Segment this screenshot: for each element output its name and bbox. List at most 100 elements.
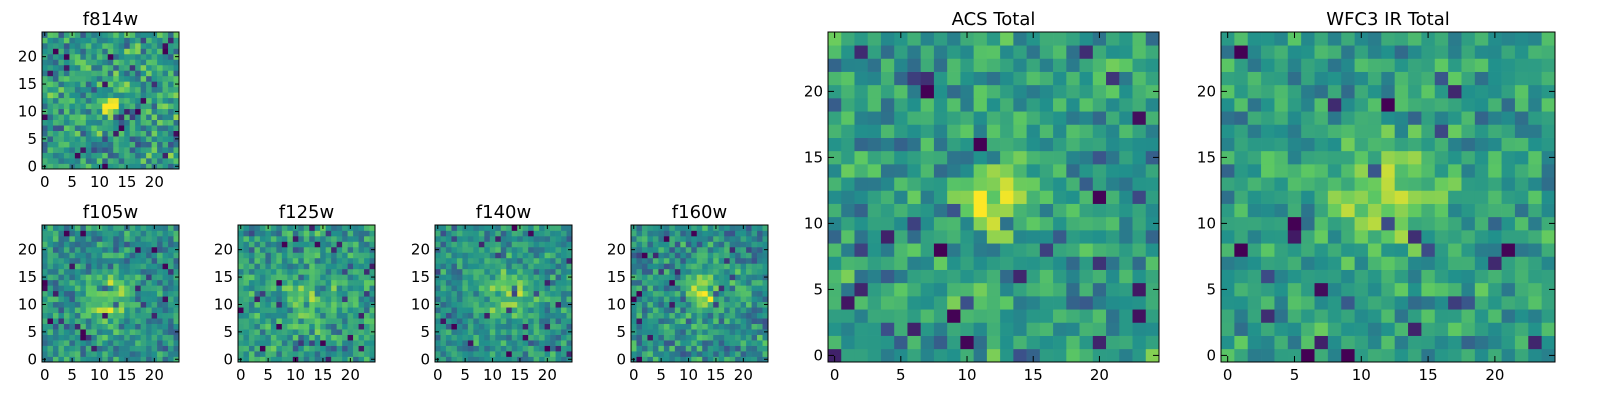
- heatmap-cell: [920, 230, 935, 244]
- heatmap-cell: [281, 268, 288, 275]
- heatmap-cell: [1341, 230, 1355, 244]
- heatmap-cell: [118, 307, 125, 314]
- heatmap-cell: [1026, 296, 1041, 310]
- heatmap-cell: [867, 58, 882, 72]
- heatmap-cell: [933, 190, 948, 204]
- heatmap-cell: [107, 48, 114, 55]
- heatmap-cell: [124, 125, 131, 131]
- heatmap-cell: [1541, 71, 1556, 86]
- heatmap-cell: [533, 257, 540, 264]
- heatmap-cell: [1434, 348, 1449, 363]
- heatmap-cell: [1000, 32, 1014, 46]
- heatmap-cell: [636, 279, 643, 286]
- heatmap-cell: [173, 318, 180, 324]
- heatmap-cell: [713, 318, 720, 324]
- heatmap-cell: [685, 307, 692, 314]
- heatmap-cell: [702, 225, 709, 231]
- heatmap-cell: [42, 334, 48, 341]
- heatmap-cell: [69, 42, 76, 49]
- heatmap-cell: [63, 70, 70, 77]
- x-axis: 0 5 10 15 20: [629, 225, 753, 384]
- heatmap-cell: [484, 356, 491, 363]
- heatmap-cell: [636, 235, 643, 242]
- heatmap-cell: [42, 37, 48, 44]
- heatmap-cell: [484, 329, 491, 335]
- heatmap-cell: [1119, 335, 1133, 350]
- plot-frame: [237, 224, 376, 363]
- heatmap-cell: [1274, 309, 1289, 323]
- heatmap-cell: [544, 279, 551, 286]
- heatmap-cell: [162, 334, 169, 341]
- heatmap-cell: [751, 290, 758, 297]
- heatmap-cell: [907, 124, 922, 138]
- heatmap-cell: [647, 345, 654, 352]
- heatmap-cell: [1314, 309, 1329, 323]
- heatmap-cell: [663, 252, 670, 259]
- heatmap-cell: [696, 296, 703, 303]
- heatmap-cell: [52, 351, 59, 357]
- heatmap-cell: [489, 329, 496, 335]
- heatmap-cell: [440, 351, 447, 357]
- heatmap-cell: [555, 345, 562, 352]
- heatmap-cell: [162, 70, 169, 77]
- heatmap-cell: [276, 329, 283, 335]
- heatmap-cell: [907, 177, 922, 191]
- heatmap-cell: [702, 345, 709, 352]
- heatmap-cell: [281, 246, 288, 253]
- heatmap-cell: [1234, 282, 1249, 297]
- heatmap-cell: [47, 312, 54, 319]
- heatmap-cell: [1367, 269, 1382, 284]
- heatmap-cell: [347, 285, 354, 292]
- heatmap-cell: [907, 269, 922, 284]
- heatmap-cell: [287, 340, 294, 346]
- heatmap-cell: [1381, 150, 1396, 165]
- heatmap-cell: [173, 225, 180, 231]
- heatmap-cell: [473, 225, 480, 231]
- heatmap-cell: [140, 225, 147, 231]
- heatmap-cell: [1461, 98, 1476, 112]
- heatmap-cell: [555, 268, 562, 275]
- heatmap-cell: [445, 345, 452, 352]
- heatmap-cell: [124, 323, 131, 330]
- heatmap-cell: [129, 246, 136, 253]
- heatmap-cell: [259, 246, 266, 253]
- heatmap-cell: [52, 356, 59, 363]
- heatmap-cell: [680, 285, 687, 292]
- heatmap-cell: [757, 301, 763, 308]
- heatmap-cell: [867, 98, 882, 112]
- x-tick-label: 0: [1223, 366, 1233, 384]
- heatmap-cell: [1434, 269, 1449, 284]
- heatmap-cell: [52, 70, 59, 77]
- heatmap-cell: [473, 252, 480, 259]
- heatmap-cell: [276, 296, 283, 303]
- heatmap-cell: [270, 257, 277, 264]
- heatmap-cell: [129, 70, 136, 77]
- heatmap-cell: [85, 97, 92, 104]
- heatmap-cell: [47, 252, 54, 259]
- heatmap-cell: [113, 318, 120, 324]
- heatmap-cell: [96, 252, 103, 259]
- heatmap-cell: [85, 241, 92, 248]
- heatmap-cell: [1327, 296, 1342, 310]
- heatmap-cell: [1514, 335, 1529, 350]
- heatmap-cell: [1145, 348, 1160, 363]
- heatmap-cell: [118, 274, 125, 281]
- heatmap-cell: [445, 230, 452, 237]
- heatmap-cell: [58, 163, 65, 170]
- heatmap-cell: [1394, 269, 1409, 284]
- heatmap-cell: [757, 257, 763, 264]
- heatmap-cell: [113, 225, 120, 231]
- heatmap-cell: [146, 307, 152, 314]
- heatmap-cell: [867, 177, 882, 191]
- heatmap-cell: [691, 351, 698, 357]
- heatmap-cell: [168, 97, 174, 104]
- heatmap-cell: [1354, 98, 1369, 112]
- heatmap-cell: [364, 290, 370, 297]
- heatmap-cell: [451, 323, 458, 330]
- heatmap-cell: [528, 257, 534, 264]
- heatmap-cell: [663, 356, 670, 363]
- heatmap-cell: [920, 296, 935, 310]
- heatmap-cell: [522, 235, 529, 242]
- heatmap-cell: [320, 241, 327, 248]
